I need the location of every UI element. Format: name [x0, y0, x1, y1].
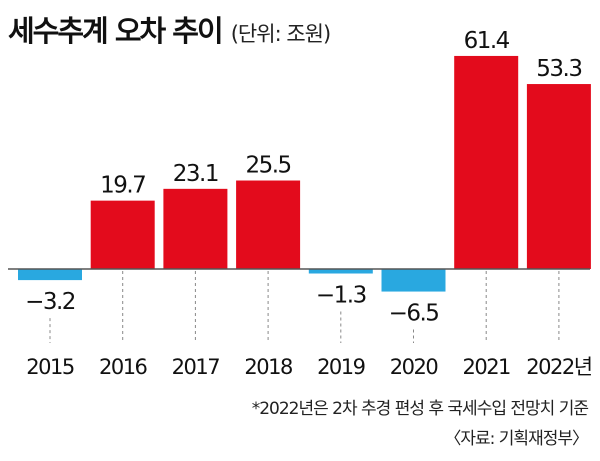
title-block: 세수추계 오차 추이 (단위: 조원) — [8, 8, 331, 50]
value-label-2018: 25.5 — [245, 153, 290, 179]
tick-label-2022년: 2022년 — [526, 355, 591, 379]
tick-label-2020: 2020 — [390, 355, 438, 379]
x-tick-labels: 2015 2016 2017 2018 2019 2020 2021 2022년 — [26, 355, 593, 379]
tick-label-2015: 2015 — [26, 355, 74, 379]
value-label-2017: 23.1 — [173, 161, 218, 187]
tick-label-2017: 2017 — [172, 355, 220, 379]
bar-2016 — [90, 200, 155, 269]
bars — [18, 55, 591, 292]
source-note: 〈자료: 기획재정부〉 — [444, 429, 589, 449]
drop-lines — [49, 271, 560, 343]
footnote: *2022년은 2차 추경 편성 후 국세수입 전망치 기준 — [251, 399, 589, 419]
value-label-2016: 19.7 — [100, 173, 145, 199]
bar-2019 — [308, 269, 373, 274]
chart-title: 세수추계 오차 추이 — [8, 14, 224, 48]
value-label-2019: −1.3 — [316, 283, 366, 309]
bar-2020 — [381, 269, 446, 292]
bar-2022년 — [526, 84, 591, 269]
value-label-2015: −3.2 — [25, 289, 75, 315]
tick-label-2019: 2019 — [317, 355, 365, 379]
bar-2021 — [454, 55, 519, 269]
tick-label-2016: 2016 — [99, 355, 148, 379]
bar-2018 — [236, 180, 301, 269]
value-label-2022년: 53.3 — [536, 56, 581, 82]
bar-2015 — [18, 269, 82, 281]
unit-note: (단위: 조원) — [230, 22, 331, 46]
bar-2017 — [163, 188, 228, 269]
tick-label-2018: 2018 — [244, 355, 292, 379]
value-label-2020: −6.5 — [389, 301, 439, 327]
value-label-2021: 61.4 — [464, 28, 510, 54]
value-labels: −3.2 19.7 23.1 25.5 −1.3 −6.5 61.4 53.3 — [25, 28, 583, 327]
tick-label-2021: 2021 — [462, 355, 510, 379]
